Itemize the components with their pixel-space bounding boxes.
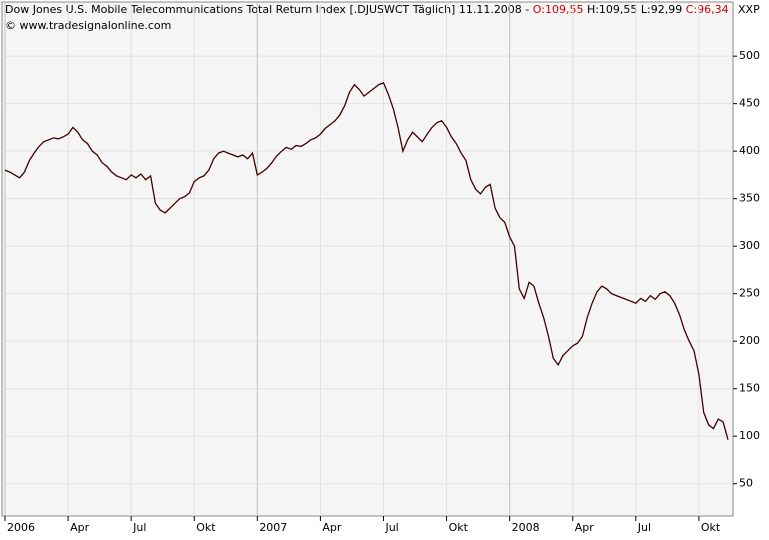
price-line bbox=[4, 81, 729, 440]
copyright: © www.tradesignalonline.com bbox=[5, 19, 171, 32]
x-tick-label: 2008 bbox=[512, 521, 540, 534]
y-tick-label: 250 bbox=[739, 287, 760, 300]
y-tick-label: 50 bbox=[739, 477, 753, 490]
header-open: O:109,55 bbox=[533, 3, 584, 16]
y-tick-label: 100 bbox=[739, 429, 760, 442]
header-title: Dow Jones U.S. Mobile Telecommunications… bbox=[5, 3, 529, 16]
x-tick-label: Apr bbox=[70, 521, 90, 534]
symbol: XXP bbox=[738, 3, 760, 16]
x-tick-label: Okt bbox=[196, 521, 216, 534]
y-tick-label: 300 bbox=[739, 239, 760, 252]
x-tick-label: Jul bbox=[132, 521, 146, 534]
header-high-low: H:109,55 L:92,99 bbox=[587, 3, 682, 16]
y-tick-label: 400 bbox=[739, 144, 760, 157]
y-tick-label: 200 bbox=[739, 334, 760, 347]
header: Dow Jones U.S. Mobile Telecommunications… bbox=[5, 3, 729, 16]
y-tick-label: 450 bbox=[739, 97, 760, 110]
header-close: C:96,34 bbox=[686, 3, 729, 16]
y-tick-label: 500 bbox=[739, 49, 760, 62]
x-tick-label: 2007 bbox=[259, 521, 287, 534]
plot-area bbox=[1, 1, 734, 517]
y-tick-label: 350 bbox=[739, 192, 760, 205]
x-tick-label: Okt bbox=[449, 521, 469, 534]
x-tick-label: 2006 bbox=[7, 521, 35, 534]
x-tick-label: Apr bbox=[322, 521, 342, 534]
x-tick-label: Okt bbox=[701, 521, 721, 534]
x-tick-label: Jul bbox=[384, 521, 398, 534]
x-tick-label: Jul bbox=[637, 521, 651, 534]
x-tick-label: Apr bbox=[575, 521, 595, 534]
y-tick-label: 150 bbox=[739, 382, 760, 395]
